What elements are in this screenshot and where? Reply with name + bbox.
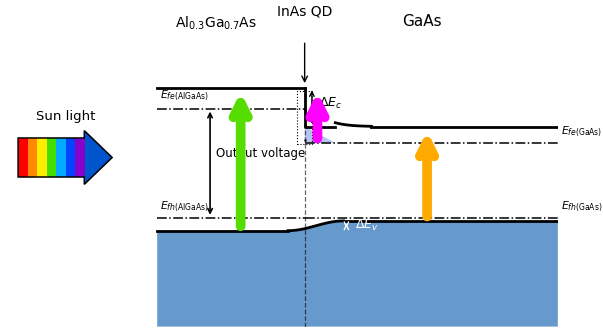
Text: Al$_{0.3}$Ga$_{0.7}$As: Al$_{0.3}$Ga$_{0.7}$As [175, 14, 256, 32]
Text: $\Delta E_c$: $\Delta E_c$ [318, 96, 342, 112]
Text: GaAs: GaAs [402, 14, 441, 30]
Bar [37, 138, 47, 177]
Text: Sun light: Sun light [36, 110, 95, 123]
Text: $E_{\mathit{fh}\mathrm{(GaAs)}}$: $E_{\mathit{fh}\mathrm{(GaAs)}}$ [561, 199, 602, 214]
Text: InAs QD: InAs QD [277, 5, 332, 19]
Bar [66, 138, 76, 177]
Polygon shape [305, 127, 335, 143]
Text: $E_{\mathit{fh}\mathrm{(AlGaAs)}}$: $E_{\mathit{fh}\mathrm{(AlGaAs)}}$ [160, 199, 209, 214]
Text: $\Delta E_v$: $\Delta E_v$ [355, 218, 379, 233]
Text: Output voltage: Output voltage [216, 147, 305, 160]
Bar [56, 138, 66, 177]
Bar [46, 138, 57, 177]
Text: $E_{\mathit{fe}\mathrm{(AlGaAs)}}$: $E_{\mathit{fe}\mathrm{(AlGaAs)}}$ [160, 89, 209, 103]
Bar [18, 138, 28, 177]
Bar [297, 91, 312, 145]
Polygon shape [157, 221, 558, 327]
Polygon shape [85, 131, 113, 184]
Bar [28, 138, 38, 177]
Bar [75, 138, 86, 177]
Text: $E_{\mathit{fe}\mathrm{(GaAs)}}$: $E_{\mathit{fe}\mathrm{(GaAs)}}$ [561, 125, 602, 139]
